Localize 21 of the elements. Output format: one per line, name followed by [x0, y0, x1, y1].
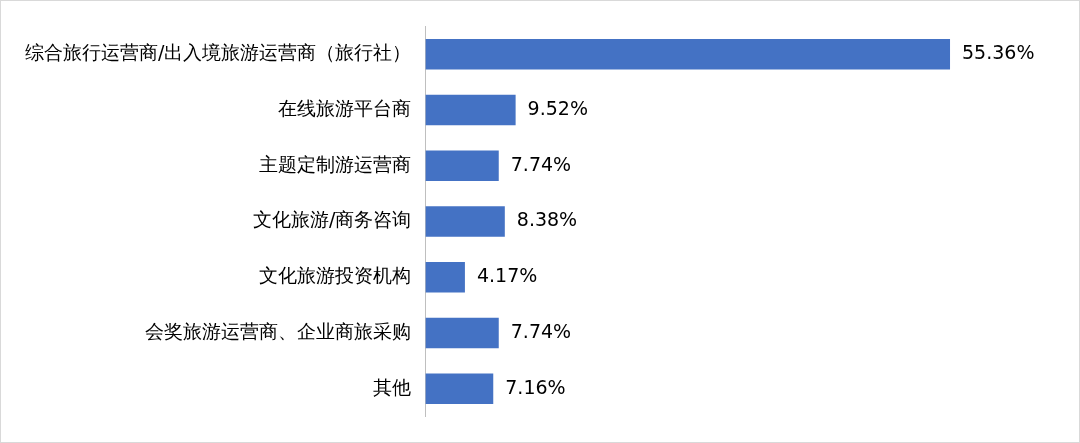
- bar: [425, 38, 951, 70]
- y-tick-label: 综合旅行运营商/出入境旅游运营商（旅行社）: [25, 41, 412, 64]
- y-tick-label: 文化旅游投资机构: [259, 264, 412, 287]
- data-label: 9.52%: [527, 96, 588, 119]
- data-label: 7.74%: [510, 319, 572, 342]
- y-tick-label: 会奖旅游运营商、企业商旅采购: [145, 319, 412, 342]
- y-tick-label: 主题定制游运营商: [259, 152, 412, 175]
- bar: [425, 150, 499, 182]
- bar: [425, 317, 499, 349]
- y-tick-label: 其他: [373, 375, 412, 398]
- data-label: 7.16%: [505, 375, 566, 398]
- data-label: 4.17%: [476, 264, 538, 287]
- y-tick-label: 在线旅游平台商: [278, 96, 412, 119]
- bar: [425, 94, 516, 126]
- bar: [425, 261, 465, 293]
- data-label: 7.74%: [510, 152, 572, 175]
- data-label: 8.38%: [516, 208, 578, 231]
- bar: [425, 206, 505, 237]
- y-tick-label: 文化旅游/商务咨询: [253, 208, 412, 231]
- bar: [425, 373, 494, 405]
- data-label: 55.36%: [962, 41, 1035, 64]
